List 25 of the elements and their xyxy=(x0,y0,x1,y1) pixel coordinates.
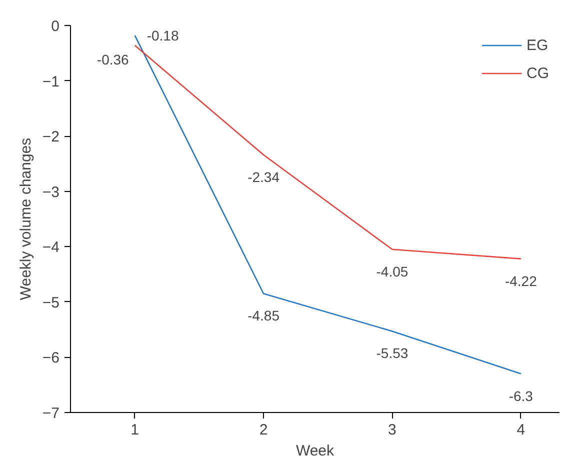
y-tick-label: −6 xyxy=(42,350,60,367)
data-label: -4.85 xyxy=(248,308,280,324)
legend-label: EG xyxy=(526,36,548,54)
x-tick-label: 2 xyxy=(259,422,268,438)
data-label: -0.18 xyxy=(146,27,179,44)
data-label: -5.53 xyxy=(376,345,408,362)
y-tick-label: −1 xyxy=(42,73,60,90)
x-axis-title: Week xyxy=(296,442,335,460)
data-label: -4.05 xyxy=(376,263,408,280)
x-tick-label: 3 xyxy=(388,422,396,438)
data-label: -6.3 xyxy=(508,388,534,404)
x-tick-label: 1 xyxy=(130,422,140,438)
data-label: -0.36 xyxy=(96,51,130,68)
y-tick-label: −3 xyxy=(42,184,60,201)
y-tick-label: −5 xyxy=(42,294,60,312)
y-tick-label: −7 xyxy=(42,405,60,422)
y-axis-title: Weekly volume changes xyxy=(17,138,34,300)
line-series xyxy=(134,44,522,260)
y-tick-label: −2 xyxy=(42,128,60,146)
data-label: -4.22 xyxy=(504,272,538,289)
y-tick-label: 0 xyxy=(51,18,60,35)
x-tick-label: 4 xyxy=(516,422,526,438)
legend-label: CG xyxy=(526,64,549,82)
y-tick-label: −4 xyxy=(42,239,60,256)
data-label: -2.34 xyxy=(248,168,280,185)
